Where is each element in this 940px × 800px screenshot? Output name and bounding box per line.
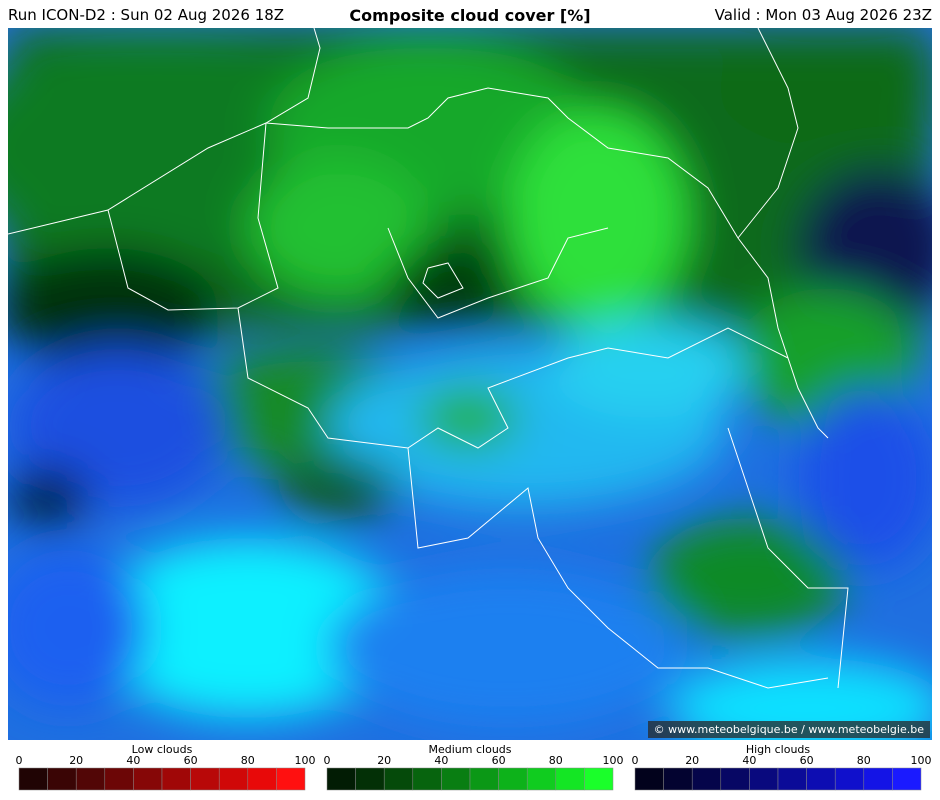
color-swatch xyxy=(276,767,306,791)
legend-tick-label: 60 xyxy=(800,754,814,767)
credit: © www.meteobelgique.be / www.meteobelgie… xyxy=(647,721,930,738)
legend-tick-label: 60 xyxy=(184,754,198,767)
valid-label: Valid : Mon 03 Aug 2026 23Z xyxy=(714,6,932,24)
color-swatch xyxy=(161,767,191,791)
color-swatch xyxy=(47,767,77,791)
color-swatch xyxy=(720,767,750,791)
legend-title: High clouds xyxy=(746,743,811,756)
cloud-map xyxy=(8,28,932,740)
legend-tick-label: 0 xyxy=(632,754,639,767)
legend-tick-label: 0 xyxy=(16,754,23,767)
legend-tick-label: 60 xyxy=(492,754,506,767)
legend-tick-label: 100 xyxy=(295,754,316,767)
color-swatch xyxy=(133,767,163,791)
legend-tick-label: 100 xyxy=(911,754,932,767)
color-swatch xyxy=(469,767,499,791)
color-swatch xyxy=(218,767,249,791)
legend-tick-label: 80 xyxy=(549,754,563,767)
map-title: Composite cloud cover [%] xyxy=(349,6,591,25)
color-swatch xyxy=(498,767,528,791)
color-swatch xyxy=(104,767,134,791)
color-swatch xyxy=(634,767,664,791)
color-swatch xyxy=(526,767,557,791)
legend-title: Medium clouds xyxy=(429,743,512,756)
legend-tick-label: 80 xyxy=(241,754,255,767)
legend-tick-label: 20 xyxy=(69,754,83,767)
color-swatch xyxy=(584,767,614,791)
color-swatch xyxy=(247,767,277,791)
legend-tick-label: 100 xyxy=(603,754,624,767)
legend: Low clouds 0 20 40 60 80 100 Medium clouds 0 20 40… xyxy=(16,743,932,791)
run-label: Run ICON-D2 : Sun 02 Aug 2026 18Z xyxy=(8,6,285,24)
color-swatch xyxy=(75,767,106,791)
legend-title: Low clouds xyxy=(132,743,193,756)
color-swatch xyxy=(834,767,865,791)
color-swatch xyxy=(555,767,585,791)
color-swatch xyxy=(806,767,836,791)
borders xyxy=(8,28,849,689)
color-swatch xyxy=(691,767,722,791)
color-swatch xyxy=(663,767,693,791)
color-swatch xyxy=(863,767,893,791)
color-swatch xyxy=(355,767,385,791)
legend-tick-label: 20 xyxy=(685,754,699,767)
color-swatch xyxy=(777,767,807,791)
color-swatch xyxy=(892,767,922,791)
color-swatch xyxy=(326,767,356,791)
legend-tick-label: 40 xyxy=(434,754,448,767)
color-swatch xyxy=(412,767,442,791)
color-swatch xyxy=(749,767,779,791)
legend-tick-label: 40 xyxy=(126,754,140,767)
legend-tick-label: 20 xyxy=(377,754,391,767)
legend-tick-label: 80 xyxy=(857,754,871,767)
color-swatch xyxy=(383,767,414,791)
color-swatch xyxy=(18,767,48,791)
color-swatch xyxy=(190,767,220,791)
legend-tick-label: 40 xyxy=(742,754,756,767)
legend-tick-label: 0 xyxy=(324,754,331,767)
color-swatch xyxy=(441,767,471,791)
cloud-field xyxy=(8,28,932,740)
